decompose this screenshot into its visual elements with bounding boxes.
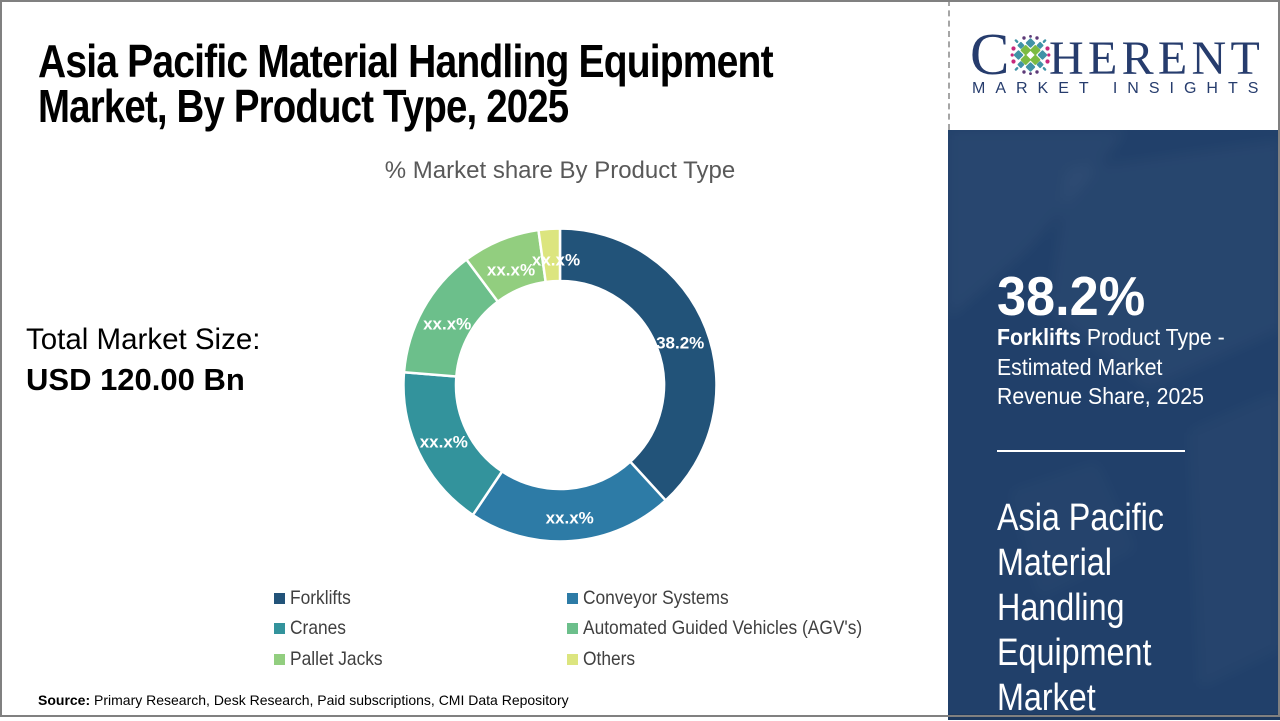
svg-text:38.2%: 38.2% — [656, 334, 704, 353]
svg-text:xx.x%: xx.x% — [532, 251, 580, 270]
svg-text:xx.x%: xx.x% — [420, 433, 468, 452]
svg-text:C: C — [970, 21, 1009, 87]
svg-text:xx.x%: xx.x% — [546, 509, 594, 528]
svg-text:xx.x%: xx.x% — [423, 315, 471, 334]
svg-text:HERENT: HERENT — [1049, 32, 1264, 85]
svg-text:xx.x%: xx.x% — [487, 261, 535, 280]
svg-text:MARKET INSIGHTS: MARKET INSIGHTS — [972, 80, 1268, 97]
